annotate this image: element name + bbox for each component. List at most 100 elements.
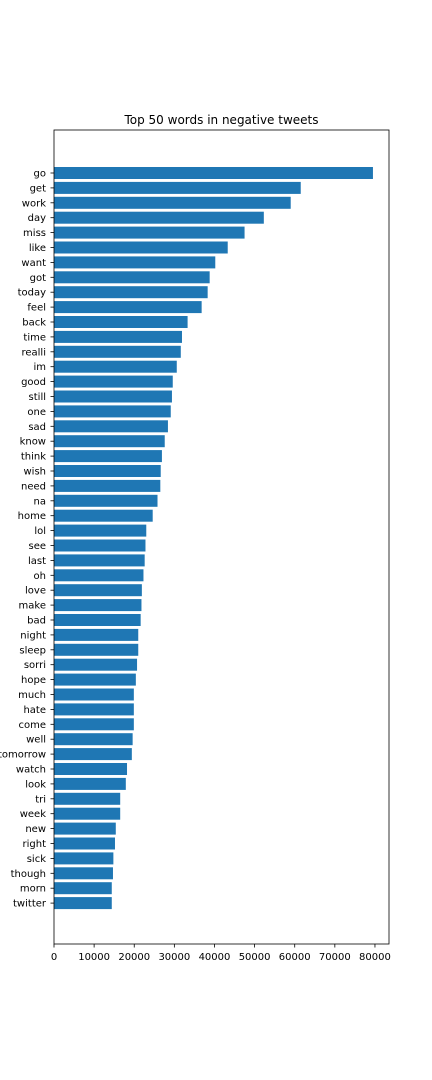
y-tick-label: hope [21, 675, 46, 686]
y-tick-label: like [29, 243, 46, 254]
y-tick-label: think [21, 452, 46, 463]
y-tick-label: go [34, 169, 46, 180]
bar-im [54, 360, 177, 373]
y-tick-label: oh [34, 571, 46, 582]
bar-tri [54, 792, 121, 805]
bar-much [54, 688, 134, 701]
bar-na [54, 494, 158, 507]
x-tick-label: 50000 [239, 952, 271, 963]
bar-sleep [54, 643, 139, 656]
bars-group [54, 167, 373, 910]
bar-go [54, 167, 373, 179]
y-tick-label: last [28, 556, 46, 567]
bar-today [54, 286, 208, 299]
x-tick-label: 10000 [78, 952, 110, 963]
bar-good [54, 375, 173, 388]
bar-love [54, 584, 142, 597]
y-tick-label: well [26, 735, 46, 746]
plot-frame [53, 129, 390, 945]
y-tick-label: need [21, 481, 46, 492]
bar-twitter [54, 897, 112, 910]
y-tick-label: though [11, 869, 46, 880]
bar-tomorrow [54, 748, 132, 761]
x-tick-label: 20000 [118, 952, 150, 963]
bar-feel [54, 301, 202, 314]
y-tick-label: see [28, 541, 46, 552]
y-tick-label: right [23, 839, 47, 850]
y-tick-label: night [20, 630, 46, 641]
y-tick-label: morn [20, 884, 46, 895]
bar-watch [54, 763, 128, 775]
bar-hope [54, 673, 136, 686]
bar-week [54, 807, 121, 820]
bar-one [54, 405, 171, 418]
bar-sick [54, 852, 114, 865]
y-tick-label: look [25, 779, 46, 790]
y-tick-label: na [34, 496, 46, 507]
bar-make [54, 599, 142, 612]
bar-back [54, 316, 188, 328]
y-tick-label: much [18, 690, 46, 701]
bar-still [54, 390, 172, 403]
x-tick-label: 30000 [158, 952, 190, 963]
y-tick-label: one [27, 407, 46, 418]
bar-home [54, 509, 153, 522]
bar-last [54, 554, 145, 567]
bar-need [54, 479, 161, 492]
y-tick-label: hate [23, 705, 46, 716]
bar-know [54, 435, 165, 448]
bar-sad [54, 420, 168, 433]
bar-morn [54, 882, 112, 895]
bar-hate [54, 703, 134, 716]
bar-lol [54, 524, 147, 537]
bar-wish [54, 465, 161, 477]
y-tick-label: lol [34, 526, 46, 537]
y-tick-label: sleep [19, 645, 46, 656]
bar-want [54, 256, 216, 269]
y-tick-label: today [18, 288, 47, 299]
y-tick-label: bad [27, 616, 46, 627]
bar-right [54, 837, 115, 850]
y-tick-label: know [20, 437, 46, 448]
bar-night [54, 628, 139, 641]
y-tick-label: time [23, 332, 46, 343]
y-tick-label: wish [23, 467, 46, 478]
y-tick-label: twitter [13, 899, 47, 910]
y-tick-label: want [21, 258, 46, 269]
x-tick-label: 70000 [319, 952, 351, 963]
y-tick-label: home [18, 511, 46, 522]
bar-work [54, 196, 291, 209]
bar-like [54, 241, 228, 254]
bar-well [54, 733, 133, 746]
y-tick-label: get [30, 183, 47, 194]
y-tick-label: sorri [24, 660, 46, 671]
x-tick-label: 0 [51, 952, 57, 963]
bar-sorri [54, 658, 138, 671]
y-tick-label: new [25, 824, 46, 835]
bar-new [54, 822, 116, 835]
y-tick-label: still [29, 392, 46, 403]
x-tick-label: 80000 [359, 952, 391, 963]
y-tick-label: im [33, 362, 46, 373]
bar-miss [54, 226, 245, 239]
y-tick-label: week [20, 809, 46, 820]
bar-realli [54, 345, 181, 358]
x-tick-label: 60000 [279, 952, 311, 963]
y-tick-label: sad [28, 422, 46, 433]
bar-though [54, 867, 113, 880]
y-tick-label: good [21, 377, 46, 388]
y-tick-label: got [30, 273, 46, 284]
y-tick-label: realli [21, 347, 46, 358]
y-tick-labels: go get work day miss like want got today feel back… [0, 169, 54, 910]
y-tick-label: watch [16, 765, 46, 776]
bar-come [54, 718, 134, 731]
x-ticks: 0 10000 20000 30000 40000 50000 60000 70000 8000… [51, 944, 391, 963]
bar-time [54, 330, 182, 343]
y-tick-label: tri [35, 794, 46, 805]
y-tick-label: come [18, 720, 46, 731]
y-tick-label: make [19, 601, 46, 612]
bar-bad [54, 614, 141, 626]
chart-title: Top 50 words in negative tweets [123, 113, 318, 127]
y-tick-label: work [22, 198, 46, 209]
bar-get [54, 181, 301, 194]
